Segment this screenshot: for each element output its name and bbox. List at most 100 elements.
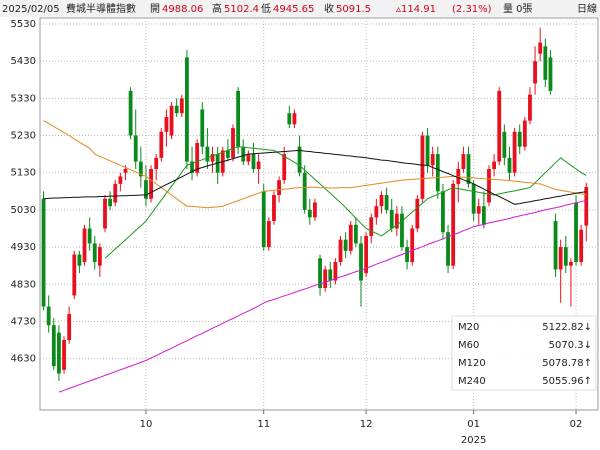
candle-body bbox=[420, 135, 425, 199]
candle-body bbox=[307, 209, 312, 218]
candle-body bbox=[195, 142, 200, 173]
candle-body bbox=[584, 187, 589, 226]
y-tick-label: 4730 bbox=[11, 316, 36, 327]
period: 日線 bbox=[577, 2, 597, 15]
candle-body bbox=[517, 131, 522, 147]
candle-body bbox=[236, 90, 241, 147]
y-tick-label: 4930 bbox=[11, 242, 36, 253]
y-tick-label: 5530 bbox=[11, 19, 36, 30]
candle-body bbox=[210, 154, 215, 162]
candle-body bbox=[512, 131, 517, 173]
candle-body bbox=[558, 247, 563, 270]
x-tick-label: 02 bbox=[570, 419, 583, 430]
y-tick-label: 5330 bbox=[11, 93, 36, 104]
candle-body bbox=[374, 206, 379, 218]
candle-body bbox=[369, 217, 374, 236]
candle-body bbox=[231, 128, 235, 158]
x-tick-label: 01 bbox=[467, 419, 480, 430]
legend-name: M240 bbox=[458, 376, 486, 387]
candle-body bbox=[261, 191, 266, 248]
candle-body bbox=[522, 120, 527, 147]
candle-body bbox=[133, 135, 138, 162]
candle-body bbox=[46, 306, 51, 326]
candle-body bbox=[103, 198, 107, 229]
candle-body bbox=[323, 269, 328, 289]
ma-line bbox=[104, 146, 587, 259]
x-tick-label: 10 bbox=[140, 419, 153, 430]
candle-body bbox=[67, 314, 72, 341]
candle-body bbox=[466, 154, 471, 184]
candle-body bbox=[333, 261, 338, 281]
candle-body bbox=[159, 131, 164, 158]
candle-body bbox=[405, 247, 409, 262]
candle-body bbox=[441, 191, 445, 233]
quote-label: 收 bbox=[324, 2, 334, 15]
candle-body bbox=[179, 98, 184, 114]
y-tick-label: 5230 bbox=[11, 131, 36, 142]
candle-body bbox=[92, 243, 97, 262]
year-label: 2025 bbox=[461, 435, 486, 446]
candle-body bbox=[318, 258, 322, 289]
candle-body bbox=[348, 224, 353, 251]
candle-body bbox=[343, 239, 348, 251]
date: 2025/02/05 bbox=[2, 4, 60, 15]
quote-label: 低 bbox=[261, 2, 271, 15]
plot-frame bbox=[39, 17, 599, 411]
candle-body bbox=[41, 198, 46, 307]
candle-body bbox=[430, 154, 435, 166]
y-tick-label: 4830 bbox=[11, 279, 36, 290]
candle-body bbox=[287, 113, 292, 125]
candle-body bbox=[62, 340, 66, 370]
candle-body bbox=[497, 90, 502, 162]
candle-body bbox=[435, 154, 440, 192]
quote-label: 高 bbox=[212, 2, 222, 15]
candle-body bbox=[113, 183, 118, 203]
candle-body bbox=[256, 161, 261, 169]
candle-body bbox=[225, 150, 230, 158]
candle-body bbox=[471, 183, 476, 214]
candle-body bbox=[553, 221, 558, 270]
candle-body bbox=[82, 228, 87, 262]
legend-value: 5055.96↑ bbox=[542, 376, 592, 387]
quote-value: 4945.65 bbox=[273, 4, 314, 15]
candle-body bbox=[543, 46, 548, 80]
candle-body bbox=[338, 239, 343, 262]
candle-body bbox=[328, 269, 333, 281]
volume: 量 0張 bbox=[503, 3, 533, 15]
candle-body bbox=[149, 168, 153, 199]
candle-body bbox=[144, 180, 148, 199]
candle-body bbox=[353, 224, 358, 244]
candle-body bbox=[154, 157, 159, 169]
candle-body bbox=[302, 172, 307, 210]
candle-body bbox=[481, 206, 486, 225]
candle-body bbox=[528, 94, 532, 121]
legend-value: 5122.82↓ bbox=[542, 322, 592, 333]
index-name: 費城半導體指數 bbox=[66, 2, 136, 15]
candle-body bbox=[51, 325, 56, 367]
candle-body bbox=[446, 232, 450, 266]
candle-body bbox=[507, 157, 512, 173]
y-tick-label: 5430 bbox=[11, 56, 36, 67]
header-bar bbox=[0, 0, 600, 17]
y-tick-label: 4630 bbox=[11, 354, 36, 365]
candle-body bbox=[389, 209, 394, 229]
candle-body bbox=[272, 195, 276, 222]
candle-body bbox=[174, 105, 179, 114]
candle-body bbox=[277, 180, 281, 196]
candle-body bbox=[297, 146, 302, 173]
change-pct: (2.31%) bbox=[452, 4, 492, 15]
candle-body bbox=[87, 228, 92, 244]
candle-body bbox=[185, 57, 189, 162]
candle-body bbox=[563, 247, 568, 266]
candle-body bbox=[190, 161, 194, 173]
candle-body bbox=[128, 90, 133, 136]
x-tick-label: 12 bbox=[360, 419, 373, 430]
candle-body bbox=[364, 235, 369, 274]
ma-line bbox=[43, 149, 587, 205]
candle-body bbox=[538, 42, 543, 54]
candle-body bbox=[487, 168, 491, 203]
candle-body bbox=[313, 202, 317, 218]
candle-body bbox=[241, 146, 246, 162]
ma-line bbox=[43, 120, 587, 209]
